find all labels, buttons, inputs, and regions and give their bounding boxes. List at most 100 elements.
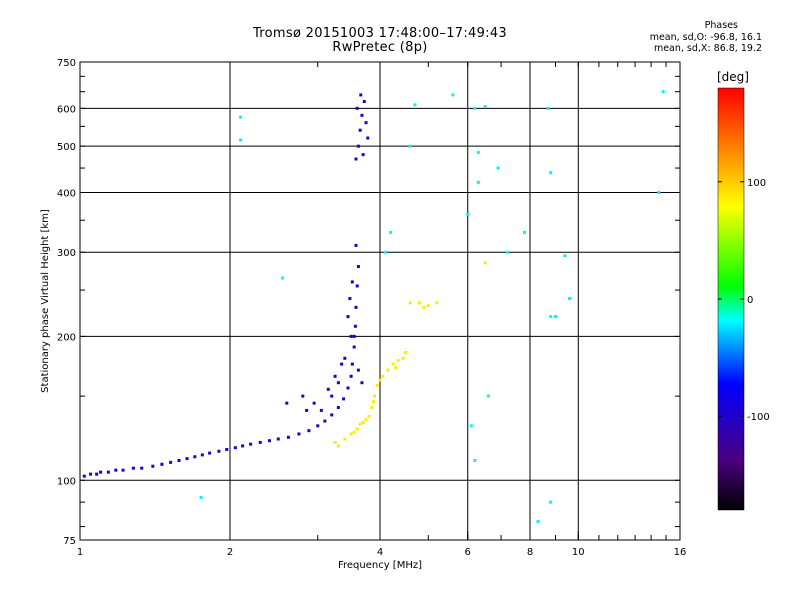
- y-tick-label: 500: [57, 142, 76, 153]
- y-tick-label: 200: [57, 332, 76, 343]
- data-point: [549, 315, 553, 319]
- data-point: [473, 106, 477, 110]
- data-point: [354, 243, 358, 247]
- data-point: [301, 394, 305, 398]
- data-point: [352, 430, 356, 434]
- data-point: [505, 250, 509, 254]
- data-point: [350, 362, 354, 366]
- data-point: [386, 368, 390, 372]
- data-point: [375, 383, 379, 387]
- data-point: [330, 394, 334, 398]
- data-point: [131, 466, 135, 470]
- data-point: [360, 381, 364, 385]
- data-point: [350, 280, 354, 284]
- data-point: [326, 387, 330, 391]
- data-point: [312, 401, 316, 405]
- x-tick-label: 6: [465, 547, 471, 558]
- data-point: [249, 442, 253, 446]
- data-point: [371, 400, 375, 404]
- data-point: [89, 472, 93, 476]
- data-point: [333, 374, 337, 378]
- colorbar-label: [deg]: [717, 70, 749, 84]
- data-point: [563, 254, 567, 258]
- x-tick-label: 1: [77, 547, 83, 558]
- data-point: [349, 432, 353, 436]
- x-axis-label: Frequency [MHz]: [338, 560, 422, 571]
- data-point: [476, 150, 480, 154]
- x-axis: 1 2 4 6 8 10 16: [77, 62, 687, 558]
- data-point: [342, 397, 346, 401]
- data-point: [358, 128, 362, 132]
- y-tick-label: 300: [57, 248, 76, 259]
- phases-line-o: mean, sd,O: -96.8, 16.1: [649, 31, 762, 43]
- x-tick-label: 2: [227, 547, 233, 558]
- data-point: [356, 144, 360, 148]
- data-point: [258, 440, 262, 444]
- data-point: [121, 468, 125, 472]
- y-tick-label: 100: [57, 476, 76, 487]
- data-point: [208, 451, 212, 455]
- data-point: [239, 138, 243, 142]
- colorbar-tick-label: -100: [747, 412, 770, 423]
- data-point: [285, 401, 289, 405]
- data-point: [469, 424, 473, 428]
- data-point: [367, 414, 371, 418]
- x-tick-label: 4: [377, 547, 383, 558]
- data-point: [323, 419, 327, 423]
- data-point: [346, 315, 350, 319]
- data-point: [82, 474, 86, 478]
- y-tick-label: 750: [57, 58, 76, 69]
- data-point: [366, 136, 370, 140]
- data-point: [466, 212, 470, 216]
- data-points: [82, 90, 665, 523]
- data-point: [319, 408, 323, 412]
- data-point: [389, 230, 393, 234]
- data-point: [199, 496, 203, 500]
- data-point: [140, 466, 144, 470]
- data-point: [435, 301, 439, 305]
- phases-legend: Phases mean, sd,O: -96.8, 16.1 mean, sd,…: [650, 20, 762, 55]
- data-point: [523, 230, 527, 234]
- chart-title: Tromsø 20151003 17:48:00–17:49:43: [252, 26, 508, 41]
- data-point: [373, 394, 377, 398]
- data-point: [408, 301, 412, 305]
- data-point: [114, 468, 118, 472]
- data-point: [401, 356, 405, 360]
- data-point: [661, 90, 665, 94]
- data-point: [286, 435, 290, 439]
- chart-subtitle: RwPretec (8p): [332, 40, 428, 55]
- data-point: [396, 359, 400, 363]
- data-point: [336, 381, 340, 385]
- phases-line-x: mean, sd,X: 86.8, 19.2: [653, 43, 762, 54]
- data-point: [361, 421, 365, 425]
- data-point: [343, 356, 347, 360]
- data-point: [241, 444, 245, 448]
- grid-lines: [80, 62, 680, 540]
- data-point: [422, 305, 426, 309]
- data-point: [496, 166, 500, 170]
- data-point: [340, 362, 344, 366]
- x-tick-label: 16: [674, 547, 687, 558]
- data-point: [364, 418, 368, 422]
- data-point: [546, 106, 550, 110]
- data-point: [408, 144, 412, 148]
- data-point: [356, 265, 360, 269]
- data-point: [200, 453, 204, 457]
- data-point: [267, 439, 271, 443]
- data-point: [355, 284, 359, 288]
- data-point: [486, 394, 490, 398]
- data-point: [355, 427, 359, 431]
- data-point: [361, 153, 365, 157]
- data-point: [381, 374, 385, 378]
- data-point: [95, 472, 99, 476]
- data-point: [549, 171, 553, 175]
- data-point: [536, 519, 540, 523]
- data-point: [193, 455, 197, 459]
- data-point: [362, 100, 366, 104]
- data-point: [364, 121, 368, 125]
- data-point: [657, 190, 661, 194]
- data-point: [305, 408, 309, 412]
- data-point: [451, 93, 455, 97]
- y-tick-label: 400: [57, 188, 76, 199]
